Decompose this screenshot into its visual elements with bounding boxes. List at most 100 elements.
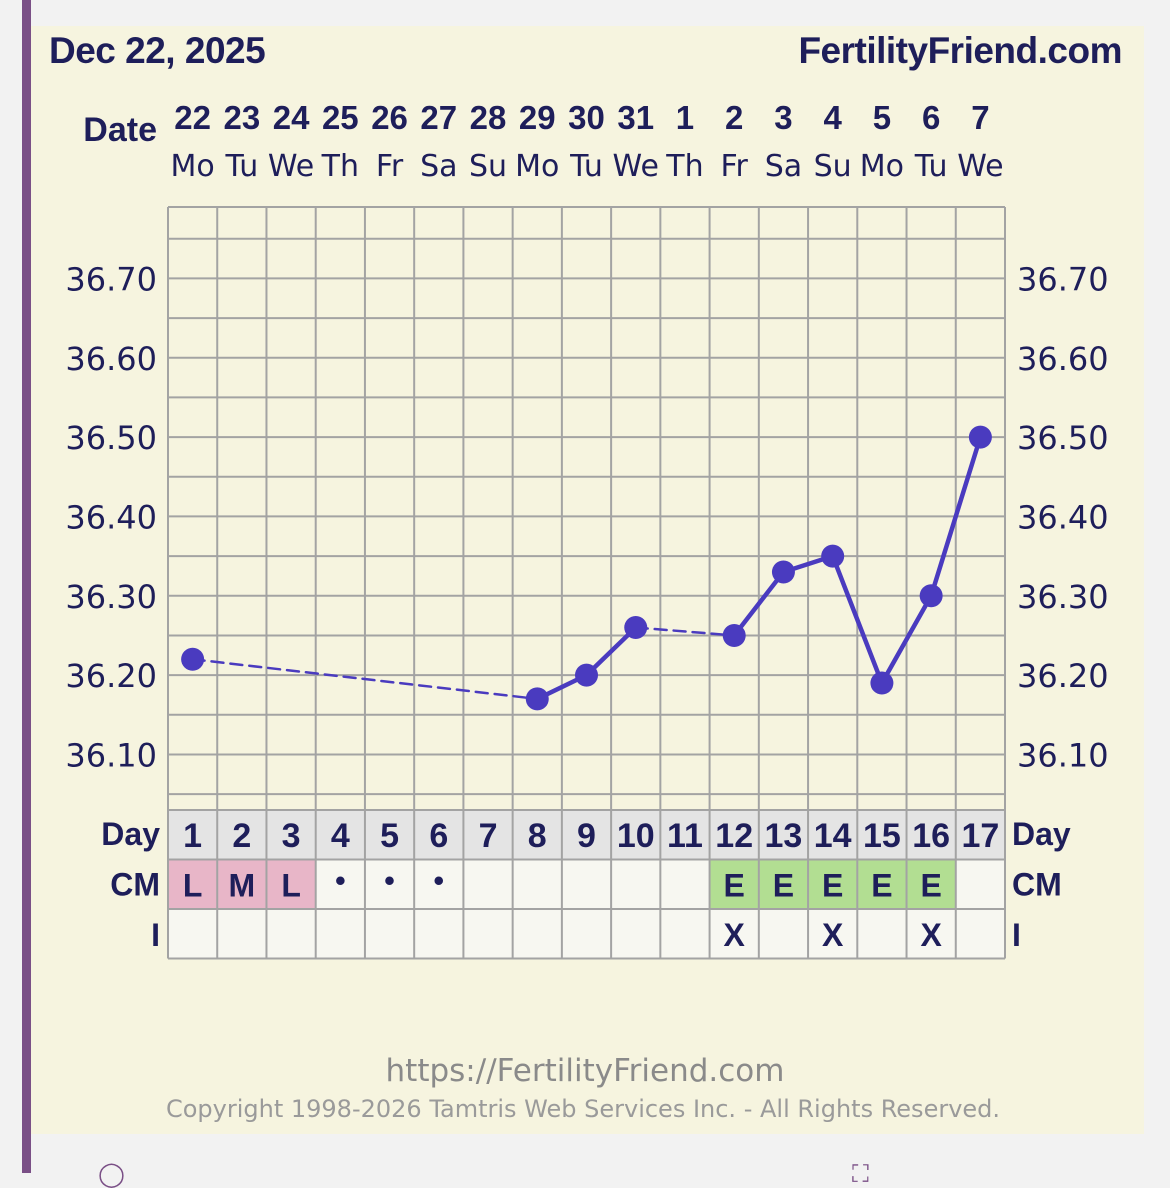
intercourse-cell bbox=[955, 909, 1005, 959]
day-cell bbox=[414, 810, 464, 860]
intercourse-cell bbox=[660, 909, 710, 959]
clock-icon[interactable]: ◯ bbox=[98, 1160, 125, 1188]
day-cell bbox=[364, 810, 415, 860]
cycle-day-label: 5 bbox=[380, 817, 399, 855]
date-label: 5 bbox=[873, 99, 891, 136]
y-tick-label-left: 36.50 bbox=[65, 419, 157, 457]
cm-cell bbox=[168, 859, 218, 909]
cm-value: L bbox=[183, 868, 203, 904]
cycle-day-label: 3 bbox=[282, 817, 301, 855]
plot-area bbox=[168, 207, 1005, 810]
day-row-label-right: Day bbox=[1012, 816, 1071, 852]
cycle-day-label: 2 bbox=[232, 817, 251, 855]
weekday-label: We bbox=[613, 149, 659, 184]
cm-cell bbox=[217, 859, 267, 909]
cm-cell bbox=[315, 859, 365, 909]
weekday-label: Su bbox=[814, 149, 852, 184]
date-label: 1 bbox=[676, 99, 694, 136]
cycle-day-label: 14 bbox=[814, 817, 852, 855]
cycle-day-label: 7 bbox=[479, 817, 498, 855]
day-cell bbox=[857, 810, 907, 860]
cm-cell bbox=[955, 859, 1005, 909]
cm-cell bbox=[512, 859, 562, 909]
date-label: 2 bbox=[725, 99, 743, 136]
temperature-line-gap bbox=[191, 658, 539, 701]
day-cell bbox=[709, 810, 759, 860]
footer-url[interactable]: https://FertilityFriend.com bbox=[385, 1053, 785, 1089]
cm-value: E bbox=[920, 868, 941, 904]
intercourse-cell bbox=[906, 909, 956, 959]
cm-value: E bbox=[724, 868, 745, 904]
y-tick-label-left: 36.20 bbox=[65, 657, 157, 695]
cycle-day-label: 12 bbox=[715, 817, 753, 855]
date-label: 30 bbox=[568, 99, 605, 136]
temperature-point bbox=[624, 616, 648, 640]
cycle-day-label: 6 bbox=[429, 817, 448, 855]
temperature-line-segment bbox=[830, 553, 885, 686]
expand-icon[interactable]: ⛶ bbox=[852, 1160, 869, 1188]
footer-copyright: Copyright 1998-2026 Tamtris Web Services… bbox=[165, 1095, 1001, 1123]
day-cell bbox=[217, 810, 267, 860]
cm-cell bbox=[463, 859, 513, 909]
cycle-day-label: 8 bbox=[528, 817, 547, 855]
temperature-point bbox=[870, 671, 894, 695]
intercourse-row-label-left: I bbox=[151, 917, 160, 953]
weekday-label: Sa bbox=[765, 149, 802, 184]
intercourse-cell bbox=[512, 909, 562, 959]
date-row-label: Date bbox=[83, 111, 157, 149]
cm-cell bbox=[857, 859, 907, 909]
date-label: 25 bbox=[322, 99, 359, 136]
temperature-point bbox=[181, 647, 205, 671]
weekday-label: Tu bbox=[224, 149, 258, 184]
cycle-day-label: 9 bbox=[577, 817, 596, 855]
intercourse-cell bbox=[857, 909, 907, 959]
weekday-label: Mo bbox=[515, 149, 559, 184]
y-tick-label-right: 36.70 bbox=[1017, 260, 1109, 298]
date-label: 26 bbox=[371, 99, 408, 136]
intercourse-mark: X bbox=[920, 917, 942, 953]
cm-cell bbox=[611, 859, 661, 909]
temperature-point bbox=[821, 544, 845, 568]
y-tick-label-right: 36.40 bbox=[1017, 498, 1109, 536]
weekday-label: Fr bbox=[376, 149, 404, 184]
cycle-day-label: 1 bbox=[183, 817, 202, 855]
bottom-toolbar bbox=[31, 1134, 1170, 1173]
intercourse-cell bbox=[315, 909, 365, 959]
weekday-label: Mo bbox=[860, 149, 904, 184]
cm-cell bbox=[561, 859, 612, 909]
y-tick-label-right: 36.50 bbox=[1017, 419, 1109, 457]
day-cell bbox=[168, 810, 218, 860]
temperature-point bbox=[525, 687, 549, 711]
day-cell bbox=[611, 810, 661, 860]
date-label: 27 bbox=[420, 99, 457, 136]
site-name: FertilityFriend.com bbox=[798, 30, 1122, 71]
page-frame-border bbox=[22, 0, 31, 1173]
cycle-day-label: 15 bbox=[863, 817, 901, 855]
temperature-point bbox=[575, 663, 598, 687]
cm-cell bbox=[808, 859, 858, 909]
cm-value: • bbox=[335, 865, 346, 898]
weekday-label: Sa bbox=[420, 149, 457, 184]
intercourse-cell bbox=[463, 909, 513, 959]
weekday-label: We bbox=[957, 149, 1003, 184]
temperature-line-segment bbox=[928, 434, 983, 599]
date-label: 31 bbox=[617, 99, 654, 136]
cm-value: M bbox=[229, 868, 256, 904]
cm-value: E bbox=[871, 868, 892, 904]
temperature-point bbox=[919, 584, 943, 608]
y-tick-label-left: 36.10 bbox=[65, 736, 157, 774]
cm-row-label-left: CM bbox=[110, 867, 160, 903]
cycle-day-label: 16 bbox=[912, 817, 950, 855]
intercourse-cell bbox=[611, 909, 661, 959]
date-label: 4 bbox=[823, 99, 842, 136]
day-cell bbox=[266, 810, 316, 860]
cm-cell bbox=[660, 859, 710, 909]
date-label: 3 bbox=[774, 99, 792, 136]
cycle-day-label: 10 bbox=[617, 817, 655, 855]
temperature-line-segment bbox=[879, 593, 934, 686]
date-label: 24 bbox=[273, 99, 310, 136]
day-cell bbox=[561, 810, 612, 860]
cm-row-label-right: CM bbox=[1012, 867, 1062, 903]
cm-cell bbox=[709, 859, 759, 909]
